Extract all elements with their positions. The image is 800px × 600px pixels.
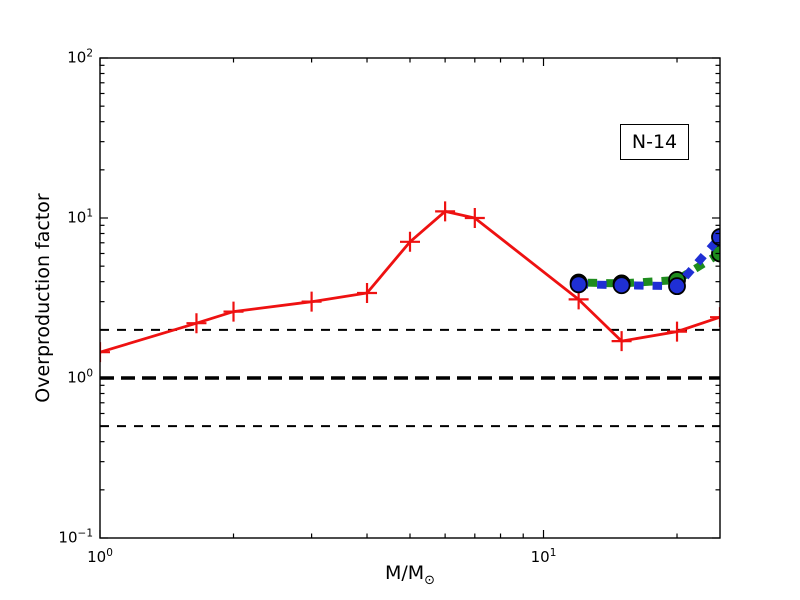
sun-symbol: ⊙ [424, 573, 436, 588]
plus-marker [400, 231, 420, 252]
plus-marker [357, 282, 378, 303]
series-line-green-dashed-circle-markers [578, 250, 720, 288]
y-tick-label-10e0: 100 [67, 367, 93, 387]
circle-marker [569, 275, 588, 294]
plus-marker [611, 331, 632, 352]
x-tick-label-10e1: 101 [530, 547, 557, 566]
series-line-red-solid-plus-markers [100, 209, 720, 354]
isotope-annotation-box: N-14 [620, 124, 689, 160]
plus-marker [301, 291, 322, 312]
plus-marker [100, 342, 110, 363]
x-axis-label: M/M⊙ [385, 562, 435, 588]
circle-marker [612, 276, 631, 295]
plus-marker [667, 321, 688, 342]
plus-marker [186, 313, 207, 334]
y-tick-label-10e-1: 10−1 [58, 527, 93, 547]
plus-marker [464, 208, 485, 228]
series-line-blue-dashed-circle-markers [578, 234, 720, 291]
plus-marker [223, 301, 244, 322]
axes-ticks-layer [99, 57, 720, 539]
circle-marker [668, 277, 686, 296]
plus-marker [435, 201, 456, 222]
y-tick-label-10e2: 102 [67, 47, 93, 67]
y-axis-label: Overproduction factor [32, 193, 54, 403]
x-tick-label-10e0: 100 [87, 547, 113, 566]
y-tick-label-10e1: 101 [67, 207, 93, 227]
plus-marker [710, 307, 720, 328]
x-axis-label-text: M/M [384, 562, 425, 584]
plot-data-layer [100, 201, 720, 428]
isotope-annotation-text: N-14 [631, 131, 678, 153]
plot-border [99, 57, 721, 539]
